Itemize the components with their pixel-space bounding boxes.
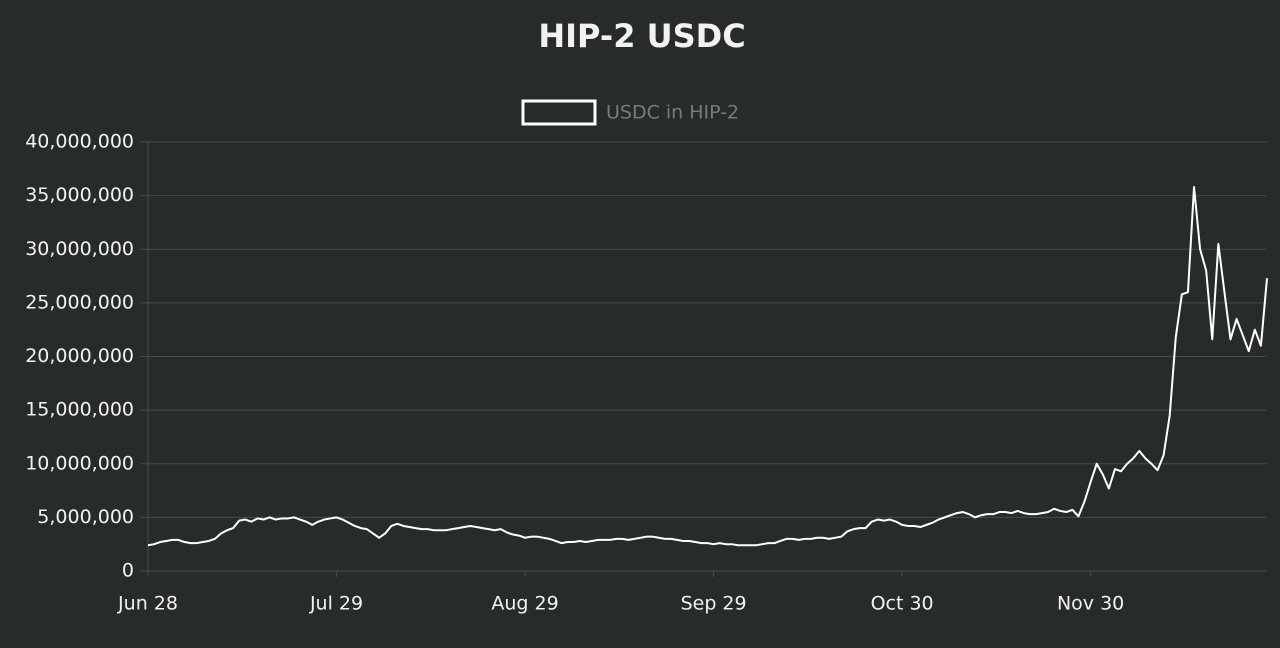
y-tick-label: 20,000,000 [25,345,134,367]
x-tick-label: Jul 29 [309,593,363,615]
y-tick-label: 5,000,000 [37,506,134,528]
chart-title: HIP-2 USDC [538,17,745,55]
legend-label: USDC in HIP-2 [606,102,739,124]
y-tick-label: 40,000,000 [25,131,134,153]
y-tick-label: 30,000,000 [25,238,134,260]
y-tick-label: 0 [122,560,134,582]
x-tick-label: Sep 29 [681,593,747,615]
y-tick-label: 25,000,000 [25,291,134,313]
x-tick-label: Nov 30 [1057,593,1124,615]
x-tick-label: Aug 29 [491,593,558,615]
data-line [147,186,1268,547]
y-tick-label: 35,000,000 [25,184,134,206]
y-tick-label: 15,000,000 [25,399,134,421]
legend-swatch [521,99,597,126]
x-tick-label: Oct 30 [871,593,934,615]
y-tick-label: 10,000,000 [25,452,134,474]
x-tick-label: Jun 28 [117,593,178,615]
